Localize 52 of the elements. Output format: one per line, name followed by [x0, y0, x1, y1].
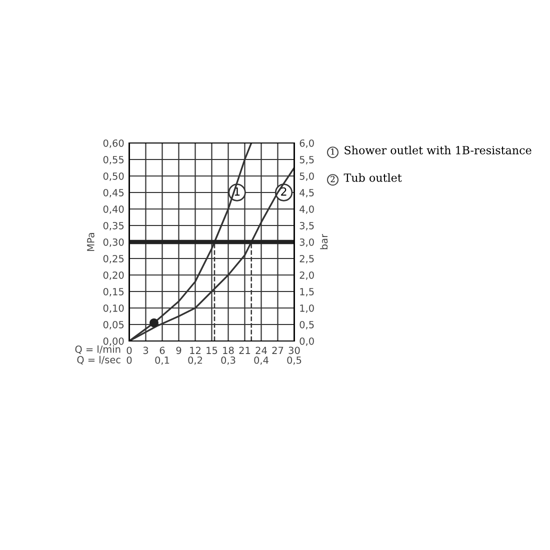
x-tick-label: 9: [176, 346, 182, 354]
y-tick-label: 0,05: [103, 320, 124, 330]
x2-tick-label: 0: [126, 356, 132, 364]
y-tick-label: 0,60: [103, 139, 124, 148]
y2-tick-label: 1,5: [300, 288, 314, 296]
x-tick-label: 0: [126, 346, 132, 354]
x-tick-label: 21: [239, 346, 250, 354]
text: Tub outlet: [344, 173, 402, 182]
x-tick-label: 27: [272, 346, 284, 354]
y-tick-label: 0,45: [103, 188, 124, 198]
x-tick-label: 15: [206, 346, 218, 354]
y-tick-label: 0,35: [103, 222, 124, 230]
y2-tick-label: 2,0: [300, 271, 314, 280]
y-tick-label: 0,20: [103, 271, 124, 280]
x2-tick-label: 0,3: [221, 356, 236, 365]
y2-tick-label: 1,0: [300, 304, 314, 313]
x-tick-label: 3: [143, 346, 148, 354]
x-tick-label: 24: [256, 346, 267, 354]
y2-axis-title: bar: [320, 234, 328, 250]
y2-tick-label: 3,5: [300, 222, 314, 230]
y-tick-label: 0,40: [103, 205, 124, 214]
x-tick-label: 12: [190, 346, 200, 354]
text: Shower outlet with 1B-resistance: [344, 146, 532, 154]
y-tick-label: 0,55: [103, 156, 124, 164]
x2-tick-label: 0,4: [254, 356, 268, 365]
text: 2: [330, 176, 335, 182]
x-tick-label: 18: [223, 346, 234, 354]
y2-tick-label: 3,0: [300, 238, 314, 247]
y2-tick-label: 5,5: [300, 156, 314, 164]
x-tick-label: 6: [160, 346, 165, 354]
x-tick-label: 30: [288, 346, 300, 354]
y-tick-label: 0,30: [103, 238, 124, 247]
y2-tick-label: 2,5: [300, 254, 314, 264]
text: 1: [331, 148, 334, 155]
x2-tick-label: 0,1: [155, 356, 170, 365]
x-axis-title: Q = l/min: [75, 345, 120, 354]
y-tick-label: 0,00: [103, 337, 124, 346]
x2-tick-label: 0,5: [287, 356, 302, 365]
y-tick-label: 0,15: [103, 288, 124, 296]
y-tick-label: 0,10: [103, 304, 124, 313]
y2-tick-label: 0,0: [300, 337, 314, 346]
y2-tick-label: 0,5: [300, 320, 314, 330]
y-tick-label: 0,25: [103, 254, 124, 264]
y2-tick-label: 5,0: [300, 172, 314, 181]
y-axis-title: MPa: [87, 232, 94, 251]
y-tick-label: 0,50: [103, 172, 124, 181]
x2-axis-title: Q = l/sec: [77, 356, 120, 364]
y2-tick-label: 4,0: [300, 205, 314, 214]
annotation: 2: [281, 187, 286, 196]
y2-tick-label: 4,5: [300, 189, 314, 198]
y2-tick-label: 6,0: [300, 139, 314, 148]
x2-tick-label: 0,2: [188, 356, 202, 365]
